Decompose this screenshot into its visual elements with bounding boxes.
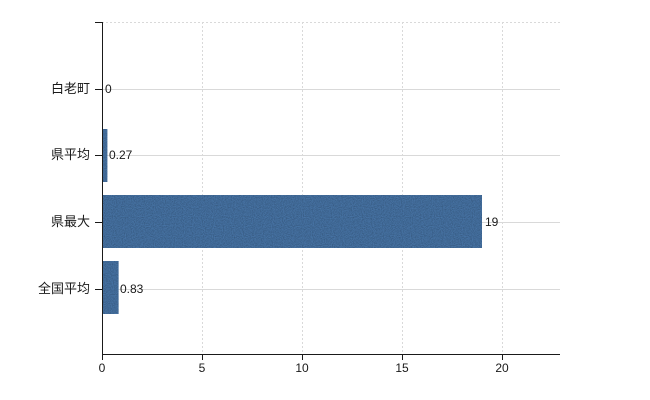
- svg-text:全国平均: 全国平均: [38, 281, 90, 296]
- svg-text:県平均: 県平均: [51, 147, 90, 162]
- svg-text:10: 10: [295, 361, 309, 375]
- svg-text:20: 20: [495, 361, 509, 375]
- svg-text:0.83: 0.83: [120, 282, 144, 296]
- svg-text:0: 0: [105, 82, 112, 96]
- svg-text:15: 15: [395, 361, 409, 375]
- svg-text:白老町: 白老町: [51, 81, 90, 96]
- svg-text:県最大: 県最大: [51, 214, 90, 229]
- svg-text:0.27: 0.27: [109, 148, 133, 162]
- svg-text:5: 5: [199, 361, 206, 375]
- svg-text:19: 19: [485, 215, 499, 229]
- svg-text:0: 0: [99, 361, 106, 375]
